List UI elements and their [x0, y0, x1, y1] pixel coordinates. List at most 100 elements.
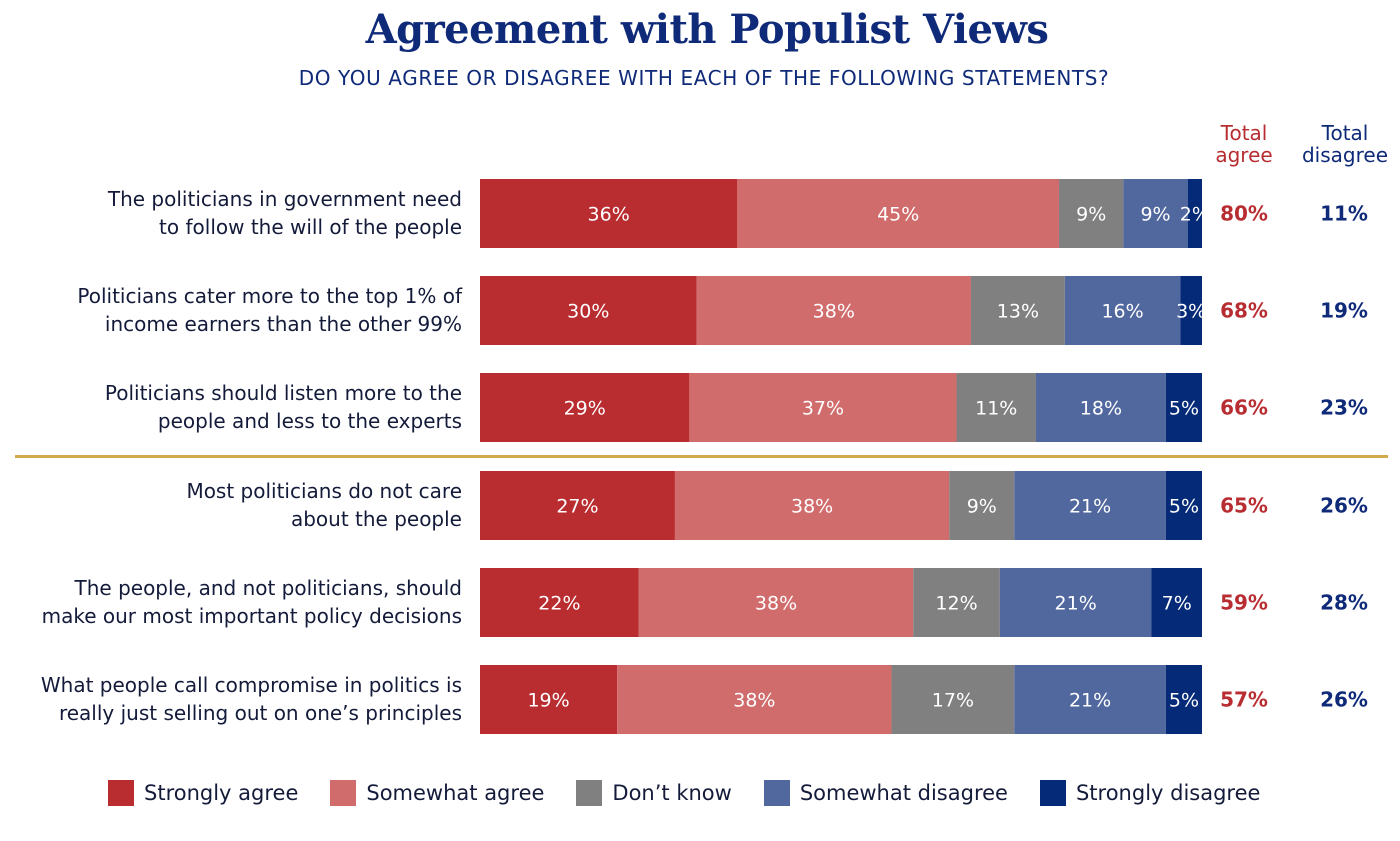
- bar-segment-strongly-disagree: [1165, 373, 1202, 442]
- bar-segment-dont-know: [891, 665, 1015, 734]
- row-label-line: The politicians in government need: [107, 186, 462, 211]
- bar-row: 36% 45% 9% 9% 2% 80% 11%: [480, 179, 1368, 248]
- data-label: 12%: [935, 593, 977, 615]
- total-agree-value: 66%: [1220, 396, 1268, 420]
- legend-item-somewhat-disagree: Somewhat disagree: [763, 780, 1008, 806]
- bar-segment-strongly-agree: [480, 373, 690, 442]
- data-label: 5%: [1169, 690, 1199, 712]
- data-label: 29%: [564, 398, 606, 420]
- data-label: 5%: [1169, 398, 1199, 420]
- total-agree-value: 57%: [1220, 688, 1268, 712]
- row-label-line: make our most important policy decisions: [41, 603, 462, 628]
- row-label-line: What people call compromise in politics …: [40, 672, 462, 697]
- row-label-line: to follow the will of the people: [159, 214, 462, 239]
- total-agree-value: 80%: [1220, 202, 1268, 226]
- bar-segment-somewhat-disagree: [1035, 373, 1166, 442]
- bar-segment-somewhat-agree: [689, 373, 957, 442]
- data-label: 5%: [1169, 496, 1199, 518]
- data-label: 38%: [791, 496, 833, 518]
- bar-segment-strongly-disagree: [1165, 471, 1202, 540]
- data-label: 16%: [1101, 301, 1143, 323]
- row-label-line: Most politicians do not care: [186, 478, 462, 503]
- total-disagree-value: 26%: [1320, 494, 1368, 518]
- chart-subtitle: DO YOU AGREE OR DISAGREE WITH EACH OF TH…: [298, 66, 1110, 90]
- legend-label: Strongly disagree: [1075, 781, 1261, 805]
- bar-row: 19% 38% 17% 21% 5% 57% 26%: [480, 665, 1368, 734]
- bar-row: 30% 38% 13% 16% 3% 68% 19%: [480, 276, 1368, 345]
- data-label: 21%: [1069, 496, 1111, 518]
- bar-segment-somewhat-agree: [638, 568, 914, 637]
- total-disagree-value: 28%: [1320, 591, 1368, 615]
- data-label: 36%: [588, 204, 630, 226]
- bar-segment-somewhat-disagree: [1064, 276, 1181, 345]
- data-label: 21%: [1055, 593, 1097, 615]
- data-label: 3%: [1176, 301, 1206, 323]
- bar-segment-strongly-agree: [480, 665, 618, 734]
- row-label-line: income earners than the other 99%: [104, 311, 462, 336]
- bar-row: 27% 38% 9% 21% 5% 65% 26%: [480, 471, 1368, 540]
- chart-legend: Strongly agree Somewhat agree Don’t know So…: [108, 780, 1292, 806]
- legend-swatch: [576, 780, 603, 806]
- total-disagree-value: 11%: [1320, 202, 1368, 226]
- bar-row: 22% 38% 12% 21% 7% 59% 28%: [480, 568, 1368, 637]
- bar-segment-somewhat-agree: [737, 179, 1060, 248]
- bar-segment-strongly-agree: [480, 471, 675, 540]
- data-label: 19%: [527, 690, 569, 712]
- legend-swatch: [763, 780, 790, 806]
- legend-swatch: [1039, 780, 1066, 806]
- row-label: What people call compromise in politics …: [0, 671, 462, 727]
- row-label-line: Politicians should listen more to the: [104, 380, 462, 405]
- data-label: 2%: [1180, 204, 1210, 226]
- bar-segment-somewhat-disagree: [1014, 665, 1166, 734]
- data-label: 22%: [538, 593, 580, 615]
- bar-row: 29% 37% 11% 18% 5% 66% 23%: [480, 373, 1368, 442]
- data-label: 27%: [556, 496, 598, 518]
- row-label: Politicians should listen more to the peo…: [0, 379, 462, 435]
- bar-segment-dont-know: [913, 568, 1000, 637]
- row-label-line: people and less to the experts: [157, 408, 462, 433]
- bar-segment-strongly-disagree: [1187, 179, 1202, 248]
- bar-segment-somewhat-disagree: [1123, 179, 1188, 248]
- data-label: 11%: [975, 398, 1017, 420]
- bar-segment-strongly-disagree: [1180, 276, 1202, 345]
- data-label: 18%: [1080, 398, 1122, 420]
- data-label: 38%: [813, 301, 855, 323]
- bar-segment-somewhat-disagree: [999, 568, 1152, 637]
- data-label: 38%: [755, 593, 797, 615]
- bar-segment-dont-know: [949, 471, 1015, 540]
- bar-segment-dont-know: [956, 373, 1036, 442]
- data-label: 30%: [567, 301, 609, 323]
- legend-label: Somewhat disagree: [799, 781, 1008, 805]
- bar-segment-strongly-agree: [480, 276, 697, 345]
- data-label: 9%: [967, 496, 997, 518]
- total-disagree-value: 23%: [1320, 396, 1368, 420]
- row-label-line: The people, and not politicians, should: [74, 575, 462, 600]
- bar-segment-dont-know: [970, 276, 1065, 345]
- data-label: 13%: [997, 301, 1039, 323]
- total-agree-value: 68%: [1220, 299, 1268, 323]
- bar-segment-somewhat-agree: [617, 665, 892, 734]
- total-disagree-header: Total disagree: [1301, 121, 1388, 167]
- row-label: The people, and not politicians, should m…: [0, 574, 462, 630]
- data-label: 37%: [802, 398, 844, 420]
- row-label: Politicians cater more to the top 1% of i…: [0, 282, 462, 338]
- total-disagree-value: 26%: [1320, 688, 1368, 712]
- legend-swatch: [108, 780, 134, 806]
- data-label: 9%: [1076, 204, 1106, 226]
- legend-label: Strongly agree: [144, 781, 299, 805]
- row-label: The politicians in government need to fol…: [0, 185, 462, 241]
- data-label: 7%: [1162, 593, 1192, 615]
- bar-segment-somewhat-agree: [696, 276, 971, 345]
- row-label-line: really just selling out on one’s princip…: [58, 700, 462, 725]
- total-agree-header: Total agree: [1215, 121, 1273, 167]
- bar-segment-strongly-disagree: [1165, 665, 1202, 734]
- bar-segment-somewhat-disagree: [1014, 471, 1166, 540]
- bar-segment-strongly-agree: [480, 179, 738, 248]
- chart-title: Agreement with Populist Views: [365, 6, 1049, 53]
- data-label: 9%: [1140, 204, 1170, 226]
- bar-segment-strongly-disagree: [1151, 568, 1202, 637]
- data-label: 45%: [877, 204, 919, 226]
- bar-segment-dont-know: [1059, 179, 1124, 248]
- legend-item-strongly-disagree: Strongly disagree: [1039, 780, 1261, 806]
